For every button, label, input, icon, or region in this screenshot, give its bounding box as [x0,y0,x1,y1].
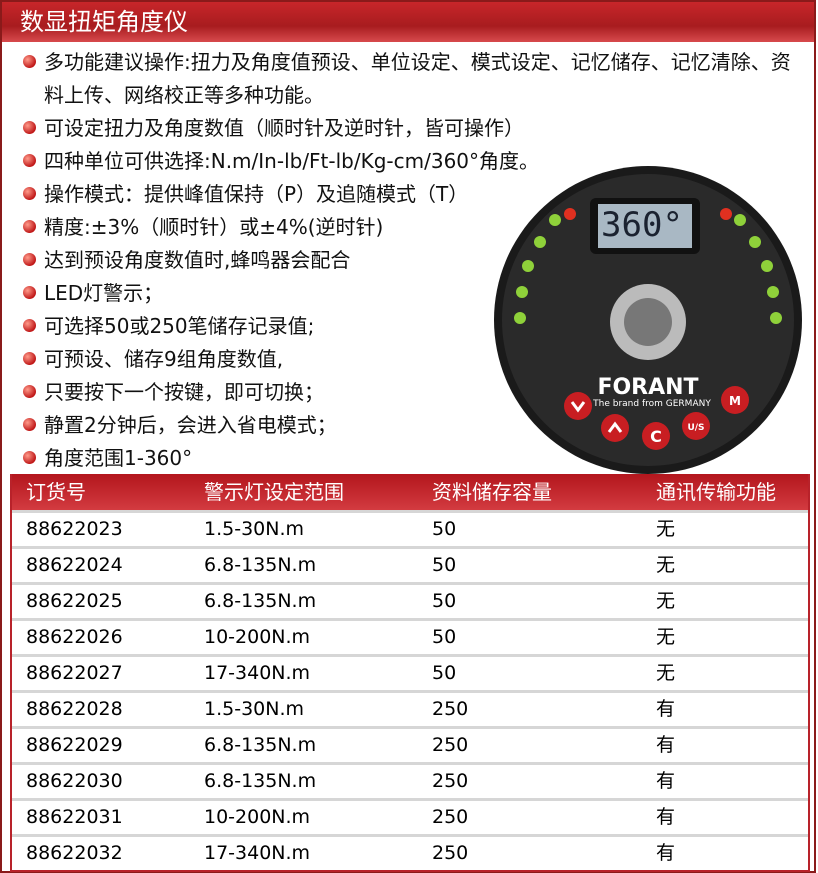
table-cell: 250 [432,698,469,720]
table-cell: 50 [432,626,457,648]
table-cell: 有 [656,698,676,720]
brand: FORANT [597,375,698,400]
table-cell: 有 [656,734,676,756]
table-cell: 88622026 [26,626,123,648]
table-cell: 10-200N.m [204,806,311,828]
table-row: 88622023 1.5-30N.m 50 无 [12,513,808,546]
table-cell: 250 [432,806,469,828]
button-label: C [650,427,662,446]
table-cell: 17-340N.m [204,662,311,684]
table: 订货号 警示灯设定范围 资料储存容量 通讯传输功能 88622023 1.5-30N.m 5… [10,474,810,872]
device-image: 360° FORANT The brand from GERMANY C U/S… [494,166,802,474]
feature-item: 只要按下一个按键，即可切换； [2,376,794,409]
table-cell: 88622027 [26,662,123,684]
table-row: 88622026 10-200N.m 50 无 [12,621,808,654]
feature-item: 静置2分钟后，会进入省电模式； [2,409,794,442]
feature-item: 四种单位可供选择:N.m/In-lb/Ft-lb/Kg-cm/360°角度。 [2,145,794,178]
button-label: U/S [687,423,704,433]
table-row: 88622031 10-200N.m 250 有 [12,801,808,834]
feature-item: 可设定扭力及角度数值（顺时针及逆时针，皆可操作） [2,112,794,145]
table-cell: 250 [432,842,469,864]
title-bar: 数显扭矩角度仪 [2,2,814,42]
table-cell: 1.5-30N.m [204,518,305,540]
table-cell: 88622028 [26,698,123,720]
header-cell: 订货号 [26,480,86,504]
feature-item: 可预设、储存9组角度数值, [2,343,794,376]
table-cell: 10-200N.m [204,626,311,648]
header-cell: 警示灯设定范围 [204,480,344,504]
table-cell: 6.8-135N.m [204,554,317,576]
table-cell: 无 [656,554,676,576]
table-cell: 有 [656,842,676,864]
feature-item: 精度:±3%（顺时针）或±4%(逆时针) [2,211,794,244]
table-cell: 无 [656,590,676,612]
table-row: 88622028 1.5-30N.m 250 有 [12,693,808,726]
tagline: The brand from GERMANY [592,399,711,409]
table-cell: 50 [432,518,457,540]
table-cell: 50 [432,590,457,612]
table-row: 88622024 6.8-135N.m 50 无 [12,549,808,582]
table-cell: 有 [656,770,676,792]
table-row: 88622027 17-340N.m 50 无 [12,657,808,690]
table-cell: 250 [432,734,469,756]
table-row: 88622029 6.8-135N.m 250 有 [12,729,808,762]
header-cell: 资料储存容量 [432,480,552,504]
table-cell: 88622024 [26,554,123,576]
table-cell: 88622029 [26,734,123,756]
table-cell: 1.5-30N.m [204,698,305,720]
table-cell: 88622031 [26,806,123,828]
table-cell: 6.8-135N.m [204,590,317,612]
table-row: 88622032 17-340N.m 250 有 [12,837,808,870]
table-cell: 88622023 [26,518,123,540]
feature-list: 多功能建议操作:扭力及角度值预设、单位设定、模式设定、记忆储存、记忆清除、资料上… [2,46,794,475]
table-cell: 250 [432,770,469,792]
table-row: 88622025 6.8-135N.m 50 无 [12,585,808,618]
table-cell: 有 [656,806,676,828]
table-cell: 88622030 [26,770,123,792]
table-cell: 50 [432,554,457,576]
feature-item: LED灯警示； [2,277,794,310]
feature-item: 角度范围1-360° [2,442,794,475]
table-cell: 无 [656,662,676,684]
header-cell: 通讯传输功能 [656,480,776,504]
button-label: M [729,394,741,408]
table-cell: 88622032 [26,842,123,864]
table-cell: 无 [656,626,676,648]
table-cell: 无 [656,518,676,540]
table-cell: 50 [432,662,457,684]
feature-item: 可选择50或250笔储存记录值; [2,310,794,343]
feature-item: 操作模式：提供峰值保持（P）及追随模式（T） [2,178,794,211]
table-cell: 88622025 [26,590,123,612]
table-cell: 6.8-135N.m [204,770,317,792]
feature-item: 多功能建议操作:扭力及角度值预设、单位设定、模式设定、记忆储存、记忆清除、资料上… [2,46,794,112]
feature-item: 达到预设角度数值时,蜂鸣器会配合 [2,244,794,277]
table-header: 订货号 警示灯设定范围 资料储存容量 通讯传输功能 [12,474,808,510]
table-cell: 6.8-135N.m [204,734,317,756]
table-row: 88622030 6.8-135N.m 250 有 [12,765,808,798]
table-cell: 17-340N.m [204,842,311,864]
display: 360° [601,205,683,245]
